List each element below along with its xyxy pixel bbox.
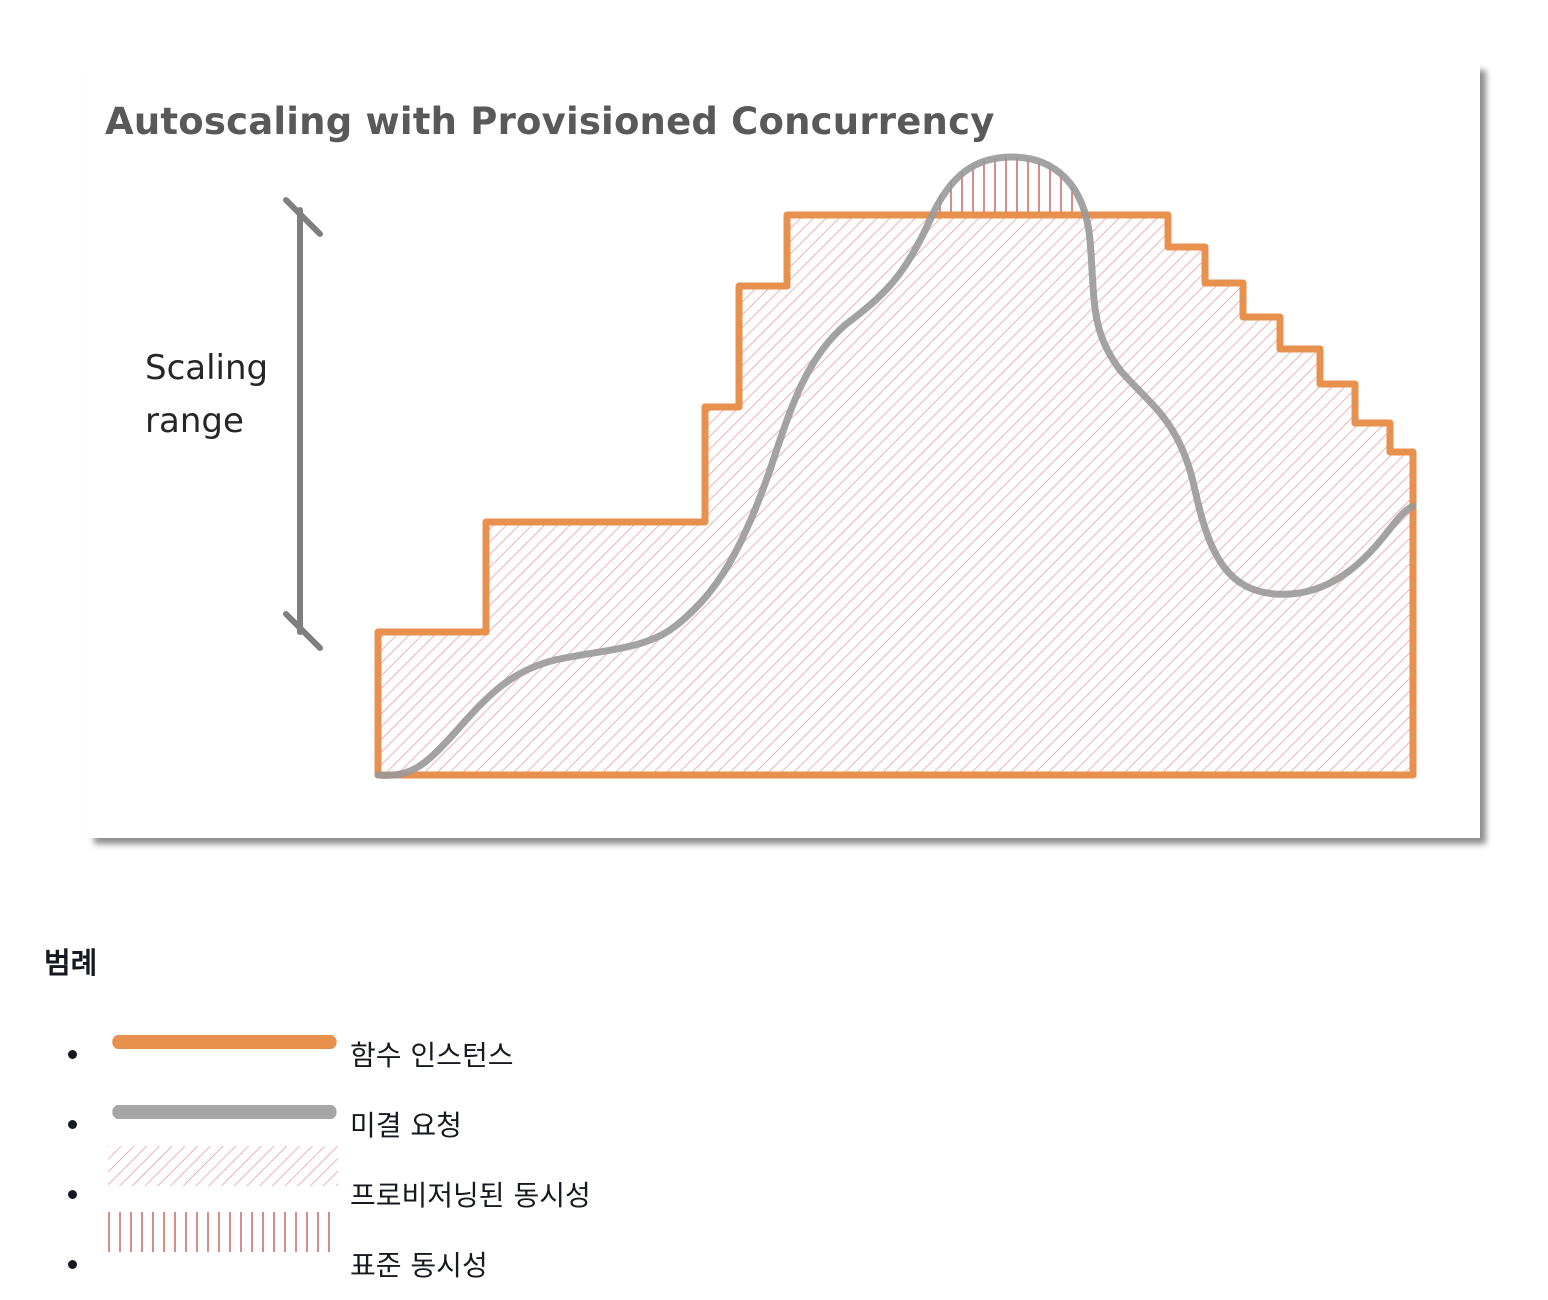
figure-title: Autoscaling with Provisioned Concurrency xyxy=(105,100,995,143)
legend-label: 표준 동시성 xyxy=(350,1249,488,1282)
diagonal-hatch-swatch xyxy=(108,1146,338,1186)
vertical-hatch-swatch xyxy=(104,1212,334,1252)
autoscaling-diagram xyxy=(283,153,1417,779)
function-instances-line xyxy=(374,211,1417,779)
gray-line-swatch xyxy=(112,1105,337,1119)
bullet xyxy=(68,1050,77,1059)
open-requests-curve xyxy=(374,153,1417,779)
orange-line-swatch xyxy=(112,1035,337,1049)
provisioned-concurrency-area xyxy=(378,215,1413,775)
legend-label: 프로비저닝된 동시성 xyxy=(350,1179,591,1212)
legend-heading: 범례 xyxy=(44,946,98,980)
scaling-range-arrow xyxy=(283,197,323,651)
legend-label: 미결 요청 xyxy=(350,1109,462,1142)
scaling-range-label: Scaling range xyxy=(145,348,269,441)
legend-label: 함수 인스턴스 xyxy=(350,1039,514,1072)
bullet xyxy=(68,1120,77,1129)
bullet xyxy=(68,1260,77,1269)
bullet xyxy=(68,1190,77,1199)
